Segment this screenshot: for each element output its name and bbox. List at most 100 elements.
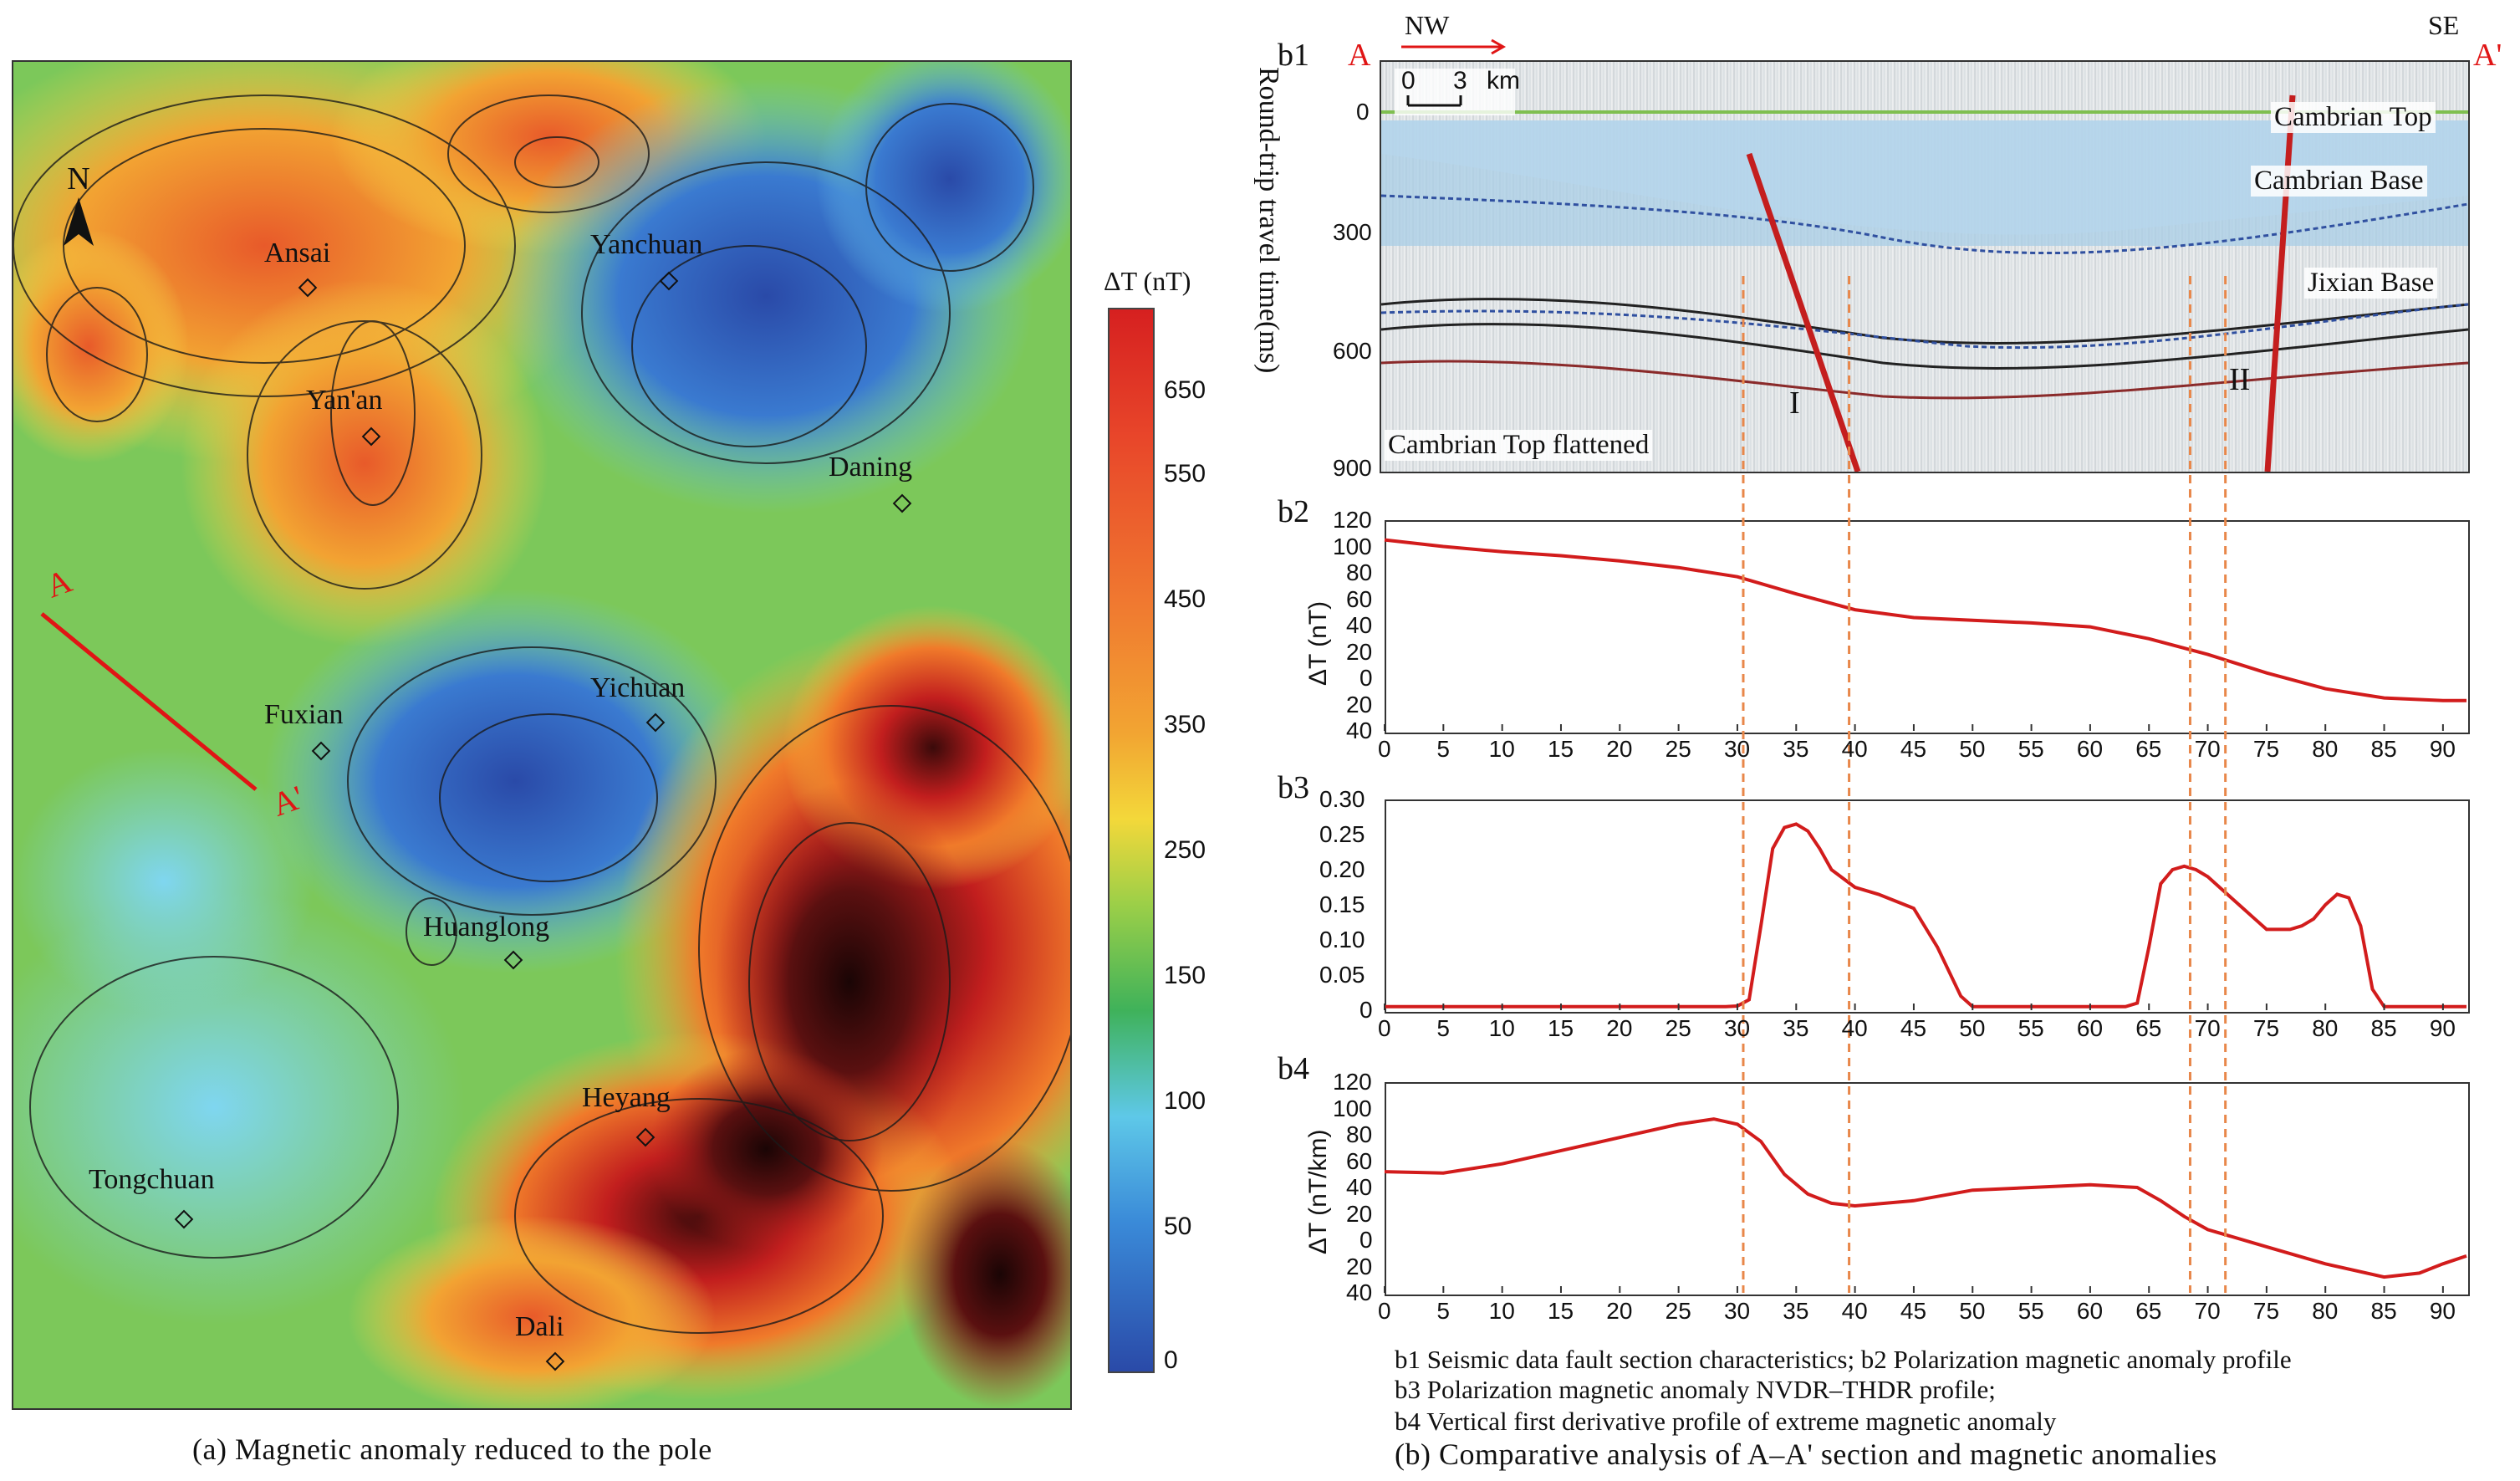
b4-ytick: 40 <box>1346 1174 1373 1200</box>
horizon-label: Jixian Base <box>2304 268 2438 299</box>
b3-ytick: 0 <box>1359 997 1373 1023</box>
b4-ytick: 20 <box>1346 1200 1373 1227</box>
scale-unit: km <box>1487 67 1520 94</box>
horizon-label: Cambrian Base <box>2251 166 2427 197</box>
b3-xtick: 0 <box>1378 1015 1391 1041</box>
magnetic-anomaly-map: N Ansai Yanchuan Yan'an Daning Fuxian Yi… <box>12 60 1072 1410</box>
b3-xtick: 10 <box>1488 1015 1515 1041</box>
b3-ytick: 0.20 <box>1319 856 1365 882</box>
fault-label: II <box>2229 362 2251 397</box>
b4-xtick: 5 <box>1436 1298 1450 1324</box>
b2-xtick: 10 <box>1488 736 1515 762</box>
place-label: Yan'an <box>306 385 383 416</box>
b4-xtick: 85 <box>2370 1298 2397 1324</box>
b3-ytick: 0.30 <box>1319 786 1365 812</box>
b4-xtick: 25 <box>1665 1298 1691 1324</box>
place-label: Huanglong <box>423 912 550 942</box>
scale-zero: 0 <box>1401 67 1416 94</box>
north-arrow-icon <box>64 197 94 246</box>
b2-xtick: 85 <box>2370 736 2397 762</box>
legend-line: b4 Vertical first derivative profile of … <box>1395 1407 2057 1436</box>
panel-label-b1: b1 <box>1278 38 1309 73</box>
b4-ytick: 100 <box>1333 1095 1372 1121</box>
b3-xtick: 15 <box>1547 1015 1574 1041</box>
direction-arrow-icon <box>1401 38 1507 55</box>
seismic-end-label: A' <box>2473 38 2502 73</box>
b3-xtick: 35 <box>1783 1015 1809 1041</box>
b4-ytick: 40 <box>1346 1279 1373 1305</box>
b4-ytick: 0 <box>1359 1227 1373 1253</box>
north-label: N <box>67 161 90 197</box>
b3-ytick: 0.25 <box>1319 821 1365 847</box>
colorbar-tick: 150 <box>1164 962 1206 989</box>
b3-series-line <box>1385 822 2466 1009</box>
b2-xtick: 15 <box>1547 736 1574 762</box>
b2-ytick: 120 <box>1333 507 1372 533</box>
b3-xtick: 45 <box>1900 1015 1927 1041</box>
fault-label: I <box>1789 386 1800 421</box>
b4-ytick: 120 <box>1333 1069 1372 1095</box>
place-label: Fuxian <box>264 699 344 730</box>
plot-b3 <box>1385 799 2470 1014</box>
b4-xtick: 45 <box>1900 1298 1927 1324</box>
b2-xtick: 5 <box>1436 736 1450 762</box>
b2-ytick: 40 <box>1346 718 1373 743</box>
place-label: Heyang <box>582 1082 671 1113</box>
seismic-ytick: 0 <box>1356 99 1370 125</box>
map-raster <box>13 62 1070 1408</box>
b4-ytick: 80 <box>1346 1121 1373 1147</box>
b2-ytick: 40 <box>1346 612 1373 638</box>
b3-ytick: 0.15 <box>1319 891 1365 917</box>
b3-xtick: 55 <box>2018 1015 2044 1041</box>
colorbar-tick: 250 <box>1164 836 1206 864</box>
colorbar-tick: 100 <box>1164 1087 1206 1115</box>
colorbar-tick: 550 <box>1164 460 1206 488</box>
b3-xtick: 90 <box>2429 1015 2456 1041</box>
b4-xtick: 80 <box>2312 1298 2339 1324</box>
seismic-ytick: 900 <box>1333 455 1372 481</box>
b4-xtick: 40 <box>1841 1298 1868 1324</box>
b2-xtick: 60 <box>2076 736 2104 762</box>
b2-xtick: 30 <box>1723 736 1751 762</box>
b4-xtick: 65 <box>2135 1298 2162 1324</box>
b2-xtick: 55 <box>2018 736 2044 762</box>
b2-xtick: 90 <box>2429 736 2456 762</box>
b4-xtick: 50 <box>1959 1298 1986 1324</box>
b2-series-line <box>1384 538 2466 702</box>
seismic-ytick: 600 <box>1333 338 1372 364</box>
colorbar-tick: 350 <box>1164 711 1206 738</box>
b2-xtick: 25 <box>1665 736 1691 762</box>
colorbar-tick: 50 <box>1164 1213 1192 1240</box>
colorbar-tick: 0 <box>1164 1346 1178 1374</box>
colorbar <box>1108 308 1155 1373</box>
b3-xtick: 20 <box>1606 1015 1633 1041</box>
place-label: Daning <box>829 452 913 483</box>
b4-xtick: 90 <box>2429 1298 2456 1324</box>
b2-ytick: 60 <box>1346 585 1373 612</box>
right-caption: (b) Comparative analysis of A–A' section… <box>1395 1438 2217 1471</box>
b2-xtick: 35 <box>1783 736 1809 762</box>
legend-line: b1 Seismic data fault section characteri… <box>1395 1345 2292 1374</box>
b2-ytick: 100 <box>1333 533 1372 559</box>
b4-xtick: 30 <box>1723 1298 1751 1324</box>
flatten-note: Cambrian Top flattened <box>1385 430 1653 461</box>
b4-xtick: 10 <box>1488 1298 1515 1324</box>
plot-b4 <box>1385 1082 2470 1296</box>
b3-xtick: 40 <box>1841 1015 1868 1041</box>
legend-line: b3 Polarization magnetic anomaly NVDR–TH… <box>1395 1375 1996 1404</box>
place-label: Yichuan <box>590 672 686 703</box>
b2-xtick: 80 <box>2312 736 2339 762</box>
b2-xtick: 75 <box>2252 736 2280 762</box>
seismic-section: 0 3 km Cambrian Top Cambrian Base Jixian… <box>1380 60 2470 473</box>
b4-xtick: 60 <box>2076 1298 2104 1324</box>
b2-xtick: 20 <box>1606 736 1633 762</box>
b2-xtick: 50 <box>1959 736 1986 762</box>
b2-xtick: 65 <box>2135 736 2162 762</box>
colorbar-title: ΔT (nT) <box>1104 266 1191 296</box>
b4-xtick: 35 <box>1783 1298 1809 1324</box>
panel-label-b4: b4 <box>1278 1051 1309 1086</box>
b4-xtick: 55 <box>2018 1298 2044 1324</box>
north-arrow: N <box>62 161 95 252</box>
b2-ytick: 0 <box>1359 665 1373 691</box>
b4-series-line <box>1384 1117 2467 1279</box>
